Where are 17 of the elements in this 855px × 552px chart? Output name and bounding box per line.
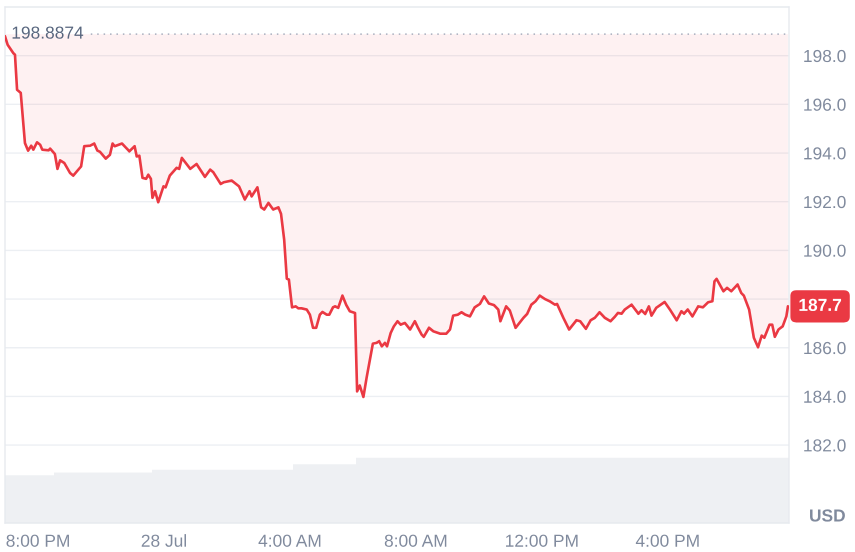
y-axis-title: USD — [810, 509, 845, 522]
x-tick-label: 28 Jul — [142, 534, 186, 547]
y-tick-label: 186.0 — [804, 342, 846, 354]
x-tick-label: 8:00 AM — [384, 534, 446, 547]
y-tick-label: 194.0 — [804, 147, 846, 160]
annotation: 187.7 — [799, 298, 842, 312]
y-tick-label: 192.0 — [804, 196, 846, 208]
ref-line-label: 198.8874 — [12, 26, 84, 39]
x-tick-label: 4:00 PM — [636, 534, 699, 547]
y-tick-label: 184.0 — [804, 390, 846, 403]
x-tick-label: 8:00 PM — [6, 534, 69, 547]
y-tick-label: 182.0 — [804, 439, 846, 452]
y-tick-label: 198.0 — [804, 50, 846, 62]
x-tick-label: 4:00 AM — [258, 534, 320, 547]
y-tick-label: 196.0 — [804, 98, 846, 111]
x-tick-label: 12:00 PM — [506, 534, 578, 547]
y-tick-label: 190.0 — [804, 244, 846, 257]
